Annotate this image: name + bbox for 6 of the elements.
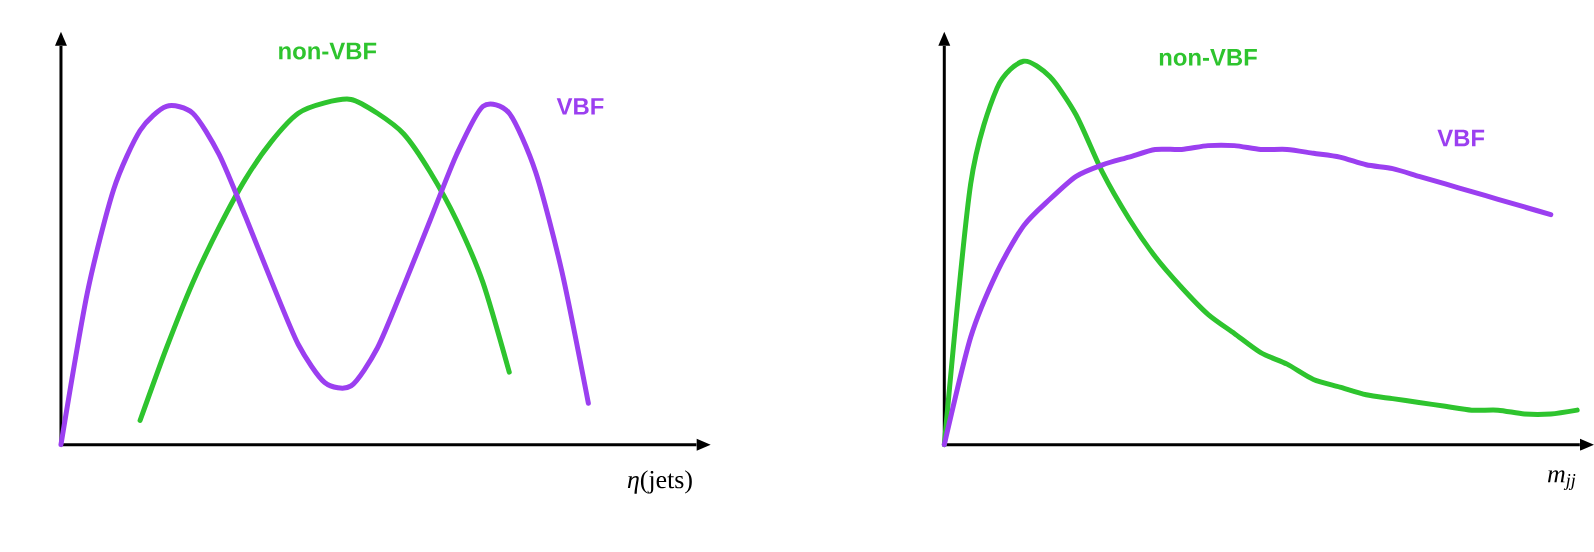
x-axis-title: m$_{jj}$ (1547, 470, 1576, 491)
series-label: VBF (1437, 129, 1485, 147)
series-label: non-VBF (279, 43, 377, 60)
x-axis-title: η(jets) (627, 470, 692, 494)
text: non-VBF (1159, 49, 1257, 66)
series-label: VBF (556, 98, 604, 115)
